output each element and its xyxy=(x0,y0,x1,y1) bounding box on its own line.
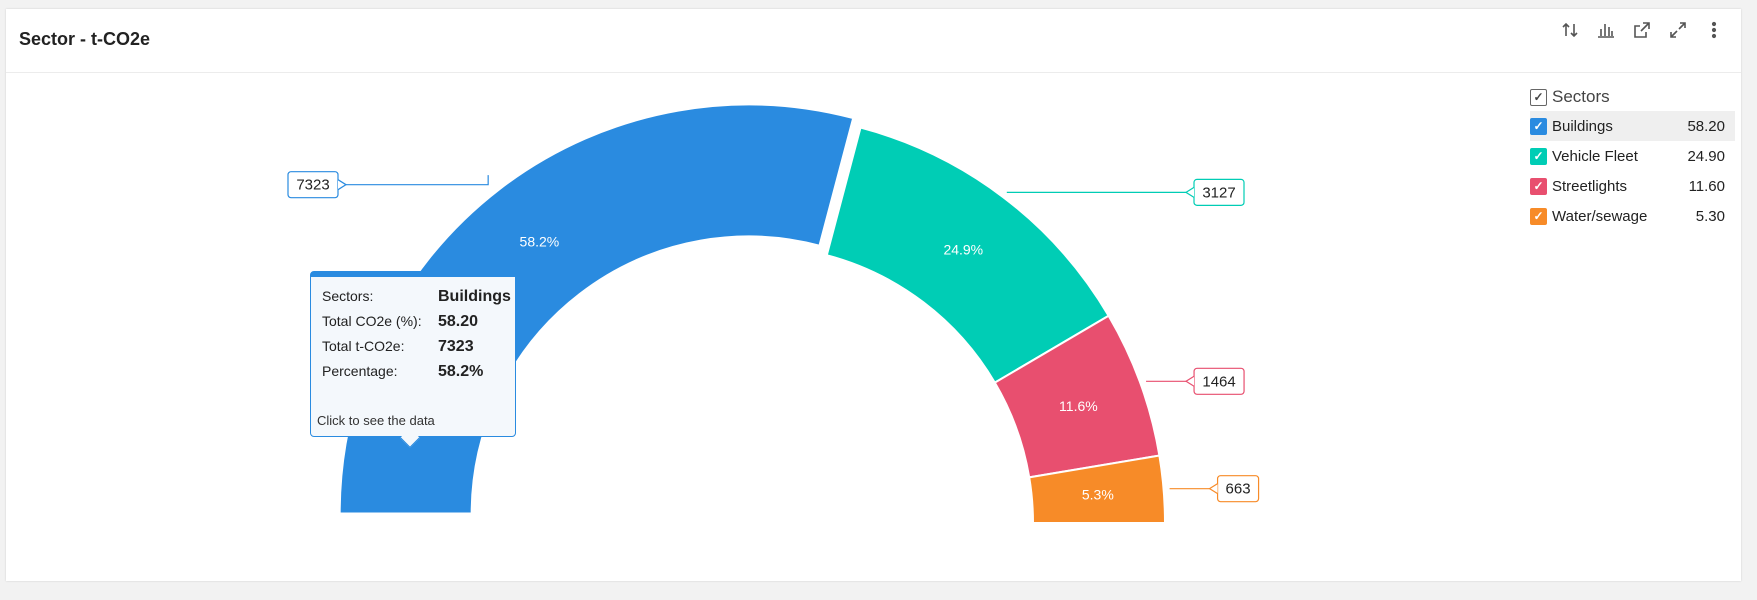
sort-icon[interactable] xyxy=(1559,19,1581,41)
expand-icon[interactable] xyxy=(1667,19,1689,41)
checkbox-icon[interactable]: ✓ xyxy=(1530,117,1547,135)
legend-item-buildings[interactable]: ✓ Buildings 58.20 xyxy=(1530,111,1735,141)
tooltip-value: 58.2% xyxy=(438,363,484,380)
legend-label: Vehicle Fleet xyxy=(1552,147,1638,165)
tooltip-value: 7323 xyxy=(438,338,474,355)
callout-pointer xyxy=(1208,483,1218,495)
legend-header[interactable]: ✓ Sectors xyxy=(1530,83,1735,111)
checkbox-icon[interactable]: ✓ xyxy=(1530,147,1547,165)
tooltip-value: 58.20 xyxy=(438,313,479,330)
tooltip-key: Total CO2e (%): xyxy=(322,313,422,329)
callout-line xyxy=(346,175,489,186)
tooltip-row: Total t-CO2e: 7323 xyxy=(322,338,474,356)
callout-pointer xyxy=(1184,375,1195,387)
legend-value: 5.30 xyxy=(1695,207,1725,225)
percent-label: 58.2% xyxy=(520,234,560,250)
chart-title: Sector - t-CO2e xyxy=(19,29,151,49)
legend-value: 24.90 xyxy=(1687,147,1725,165)
legend-value: 58.20 xyxy=(1687,117,1725,135)
chart-card: Sector - t-CO2e 58.2% 7323 24.9% 3127 11.6% 1… xyxy=(6,9,1741,581)
slice-water-sewage[interactable] xyxy=(1028,454,1167,524)
legend-master-checkbox[interactable]: ✓ xyxy=(1530,88,1547,106)
tooltip-row: Total CO2e (%): 58.20 xyxy=(322,313,478,331)
legend-item-vehicle-fleet[interactable]: ✓ Vehicle Fleet 24.90 xyxy=(1530,141,1735,171)
tooltip-row: Sectors: Buildings xyxy=(322,288,511,306)
open-external-icon[interactable] xyxy=(1631,19,1653,41)
percent-label: 11.6% xyxy=(1059,398,1098,414)
card-header: Sector - t-CO2e xyxy=(6,9,1741,73)
percent-label: 5.3% xyxy=(1082,487,1114,503)
legend-label: Water/sewage xyxy=(1552,207,1648,225)
chart-type-icon[interactable] xyxy=(1595,19,1617,41)
callout-pointer xyxy=(1184,186,1195,198)
value-label: 3127 xyxy=(1202,184,1235,201)
checkbox-icon[interactable]: ✓ xyxy=(1530,177,1547,195)
checkbox-icon[interactable]: ✓ xyxy=(1530,207,1547,225)
tooltip-value: Buildings xyxy=(438,288,511,305)
value-label: 1464 xyxy=(1202,373,1235,390)
legend-item-streetlights[interactable]: ✓ Streetlights 11.60 xyxy=(1530,171,1735,201)
half-donut-chart: 58.2% 7323 24.9% 3127 11.6% 1464 5.3% 663 xyxy=(287,103,1260,524)
percent-label: 24.9% xyxy=(943,242,983,258)
toolbar xyxy=(1559,19,1725,41)
legend-item-water-sewage[interactable]: ✓ Water/sewage 5.30 xyxy=(1530,201,1735,231)
tooltip: Sectors: Buildings Total CO2e (%): 58.20… xyxy=(310,271,516,448)
tooltip-key: Percentage: xyxy=(322,363,398,379)
tooltip-note[interactable]: Click to see the data xyxy=(317,413,435,428)
callout-pointer xyxy=(337,179,348,191)
more-vertical-icon[interactable] xyxy=(1703,19,1725,41)
legend: ✓ Sectors ✓ Buildings 58.20 ✓ Vehicle Fl… xyxy=(1530,83,1735,231)
tooltip-row: Percentage: 58.2% xyxy=(322,363,483,381)
tooltip-key: Sectors: xyxy=(322,288,374,304)
tooltip-key: Total t-CO2e: xyxy=(322,338,405,354)
legend-value: 11.60 xyxy=(1688,177,1725,195)
value-label: 7323 xyxy=(296,177,329,194)
legend-title: Sectors xyxy=(1552,87,1610,106)
value-label: 663 xyxy=(1226,481,1251,498)
legend-label: Streetlights xyxy=(1552,177,1628,195)
legend-label: Buildings xyxy=(1552,117,1613,135)
